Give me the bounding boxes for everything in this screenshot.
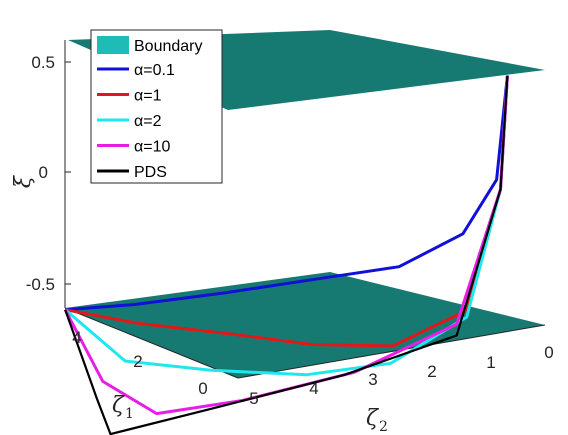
zeta2-tick-label: 3: [368, 370, 377, 389]
legend: Boundary α=0.1 α=1 α=2 α=10 PDS: [90, 29, 223, 184]
series-line-5: [64, 75, 509, 435]
zeta2-tick-label: 2: [427, 362, 436, 381]
zeta1-axis-label: ζ 1: [112, 393, 134, 422]
zeta1-tick-label: 0: [198, 379, 207, 398]
legend-label-boundary: Boundary: [134, 38, 203, 55]
z-axis-ticks: [65, 61, 71, 285]
svg-text:ζ: ζ: [112, 393, 126, 418]
zeta2-tick-label: 5: [249, 389, 258, 408]
svg-text:1: 1: [125, 406, 134, 422]
zeta2-tick-label: 0: [544, 343, 553, 362]
legend-swatch-boundary: [97, 36, 129, 54]
zeta2-axis-label: ζ 2: [366, 406, 388, 435]
z-tick-label: 0: [39, 163, 48, 182]
legend-label-series-4: α=10: [134, 139, 170, 156]
zeta1-axis-line: [64, 307, 239, 379]
zeta2-tick-label: 4: [309, 379, 318, 398]
legend-label-series-2: α=1: [134, 88, 162, 105]
svg-text:2: 2: [379, 419, 388, 435]
legend-box: [90, 29, 223, 184]
zeta2-tick-label: 1: [486, 353, 495, 372]
svg-text:ζ: ζ: [366, 406, 380, 431]
zeta1-tick-label: 4: [72, 328, 81, 347]
series-line-1: [65, 75, 509, 312]
zeta1-tick-label: 2: [133, 352, 142, 371]
zeta2-axis-line: [237, 324, 546, 379]
legend-label-series-1: α=0.1: [134, 62, 175, 79]
z-tick-label: 0.5: [31, 53, 55, 72]
z-axis-label: ξ: [11, 174, 36, 188]
legend-label-series-3: α=2: [134, 113, 162, 130]
legend-label-series-5: PDS: [134, 164, 167, 181]
series-layer: [63, 75, 509, 435]
z-tick-label: -0.5: [26, 275, 55, 294]
